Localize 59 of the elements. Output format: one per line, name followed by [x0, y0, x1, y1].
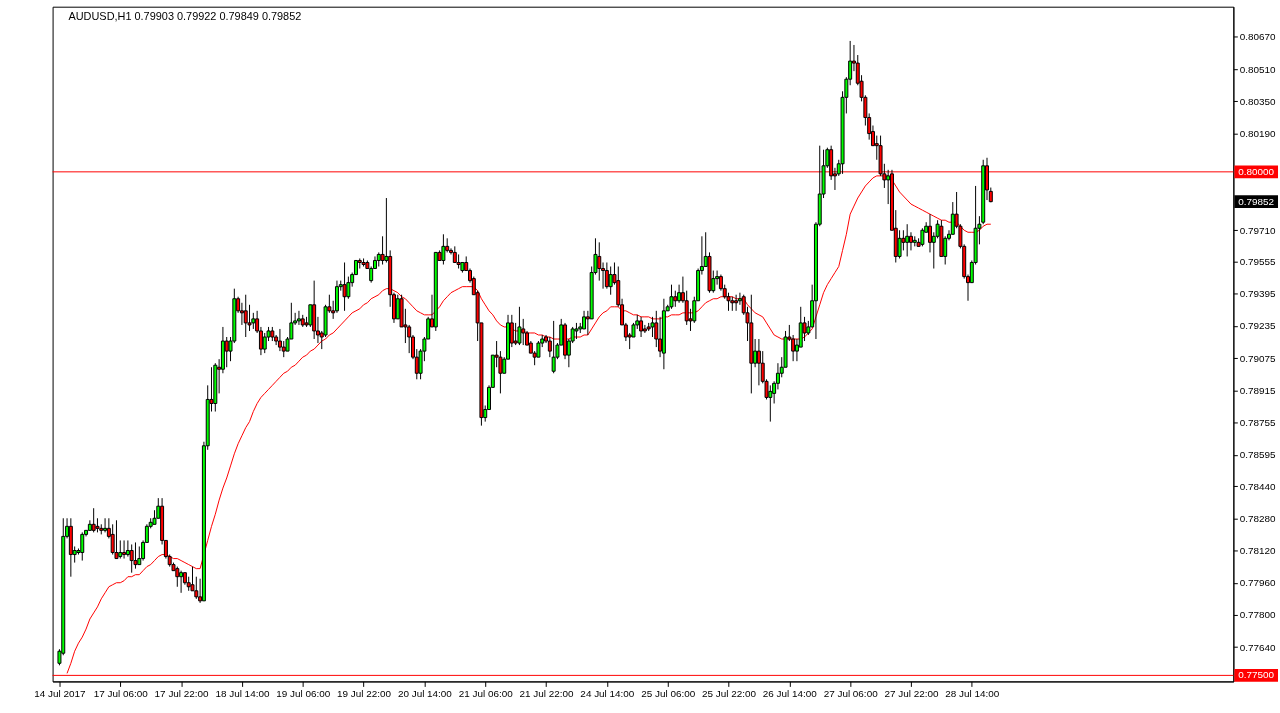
candlestick — [125, 539, 130, 558]
chart-title: AUDUSD,H1 0.79903 0.79922 0.79849 0.79852 — [68, 9, 302, 22]
candlestick — [513, 322, 518, 346]
y-tick-label: 0.78120 — [1239, 544, 1277, 556]
candlestick — [243, 294, 248, 338]
x-tick-label: 17 Jul 06:00 — [93, 687, 149, 699]
candlestick — [768, 384, 773, 423]
y-tick-label: 0.79075 — [1239, 352, 1277, 364]
x-tick-label: 20 Jul 14:00 — [397, 687, 453, 699]
x-tick-label: 14 Jul 2017 — [34, 687, 87, 699]
x-tick-label: 21 Jul 06:00 — [458, 687, 514, 699]
candlestick — [897, 229, 902, 259]
candlestick — [734, 294, 739, 312]
candlestick — [122, 539, 127, 560]
y-tick-label: 0.79555 — [1239, 255, 1277, 267]
candlestick — [642, 324, 647, 334]
y-tick-label: 0.78280 — [1239, 512, 1277, 524]
y-tick-label: 0.78915 — [1239, 384, 1277, 396]
x-tick-label: 24 Jul 14:00 — [580, 687, 635, 699]
y-tick-label: 0.77800 — [1239, 609, 1277, 621]
candlestick — [129, 543, 134, 574]
candlestick — [639, 316, 644, 338]
y-tick-label: 0.80190 — [1239, 128, 1277, 140]
candlestick — [908, 231, 913, 251]
y-tick-label: 0.80670 — [1239, 31, 1277, 43]
candlestick — [756, 338, 761, 386]
candlestick — [517, 306, 522, 346]
candlestick — [194, 576, 199, 600]
x-tick-label: 26 Jul 14:00 — [762, 687, 818, 699]
y-tick-label: 0.77960 — [1239, 577, 1277, 589]
y-tick-label: 0.80350 — [1239, 95, 1277, 107]
y-tick-label: 0.79710 — [1239, 224, 1277, 236]
y-tick-label: 0.77640 — [1239, 641, 1277, 653]
candlestick — [103, 517, 108, 533]
ref-line-label: 0.77500 — [1238, 669, 1275, 681]
x-tick-label: 18 Jul 14:00 — [215, 687, 270, 699]
x-tick-label: 28 Jul 14:00 — [945, 687, 1000, 699]
candlestick — [905, 223, 910, 257]
x-tick-label: 25 Jul 06:00 — [641, 687, 696, 699]
y-tick-label: 0.78440 — [1239, 480, 1277, 492]
y-tick-label: 0.79395 — [1239, 288, 1277, 300]
ref-line-label: 0.80000 — [1238, 165, 1275, 177]
x-tick-label: 27 Jul 22:00 — [884, 687, 939, 699]
x-tick-label: 17 Jul 22:00 — [154, 687, 210, 699]
y-tick-label: 0.78595 — [1239, 449, 1277, 461]
y-tick-label: 0.80510 — [1239, 63, 1277, 75]
x-tick-label: 19 Jul 22:00 — [337, 687, 392, 699]
candlestick — [114, 519, 119, 560]
x-tick-label: 25 Jul 22:00 — [702, 687, 757, 699]
candlestick — [133, 541, 138, 570]
y-tick-label: 0.78755 — [1239, 417, 1277, 429]
x-tick-label: 21 Jul 22:00 — [519, 687, 575, 699]
x-tick-label: 27 Jul 06:00 — [823, 687, 879, 699]
candlestick — [677, 284, 682, 304]
x-tick-label: 19 Jul 06:00 — [276, 687, 331, 699]
candlestick — [118, 539, 123, 560]
y-tick-label: 0.79235 — [1239, 320, 1277, 332]
candlestick — [296, 310, 301, 326]
text: 0.79852 — [1238, 195, 1275, 207]
